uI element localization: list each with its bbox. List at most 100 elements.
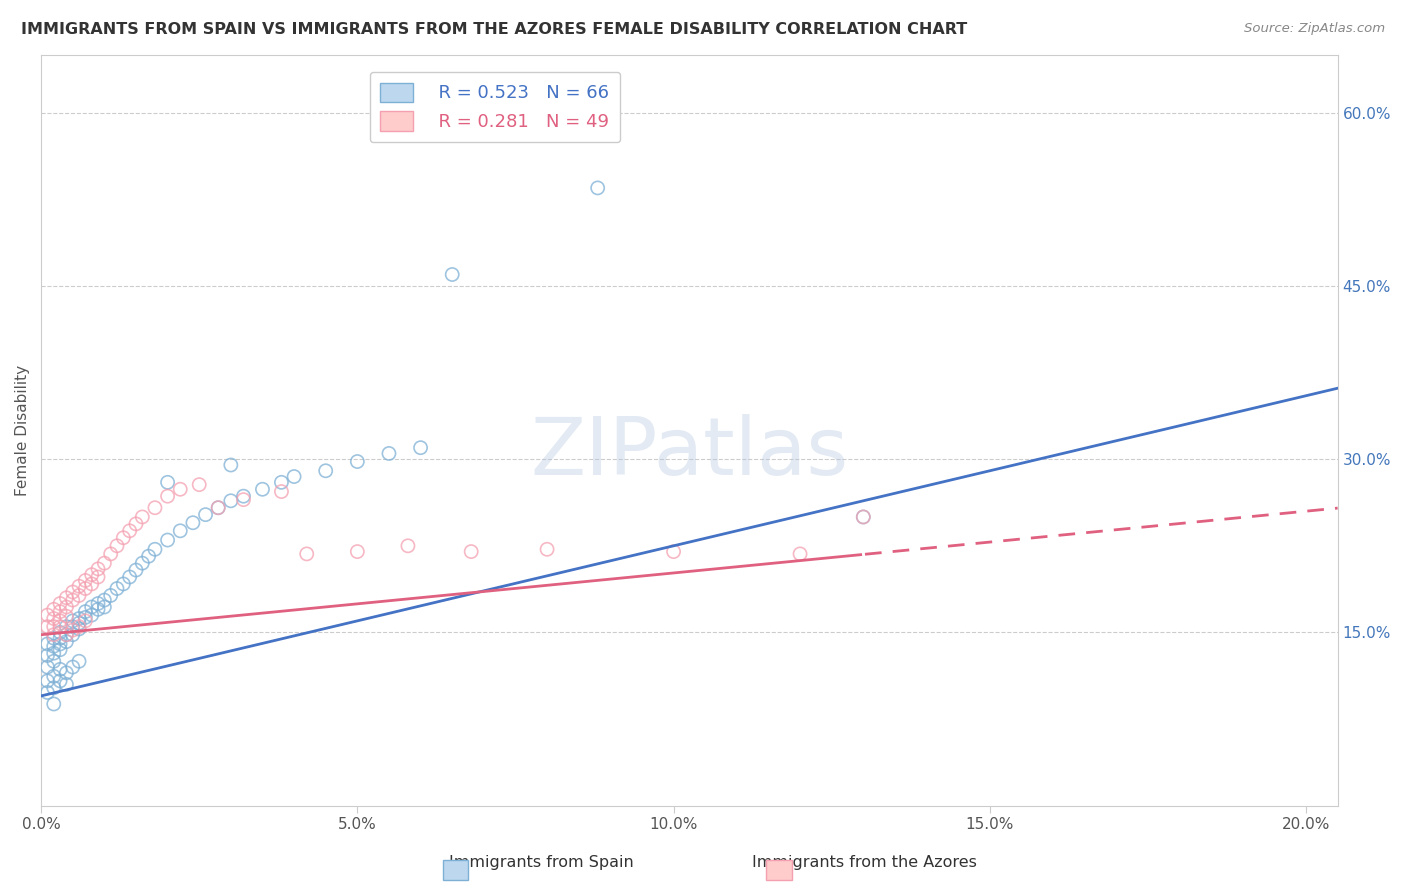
Point [49, 631, 72, 645]
Point [42, 640, 65, 654]
Point [270, 475, 292, 490]
Point [55, 609, 77, 624]
Point [112, 531, 135, 545]
Point [169, 482, 191, 496]
Point [346, 454, 368, 468]
Point [42, 602, 65, 616]
Point [852, 510, 875, 524]
Point [789, 547, 811, 561]
Point [62, 620, 84, 634]
Point [219, 493, 242, 508]
Point [536, 542, 558, 557]
Point [49, 673, 72, 688]
Point [42, 681, 65, 695]
Point [87, 602, 110, 616]
Text: Immigrants from Spain: Immigrants from Spain [449, 855, 634, 870]
Point [42, 631, 65, 645]
Text: Immigrants from the Azores: Immigrants from the Azores [752, 855, 977, 870]
Point [852, 510, 875, 524]
Point [75, 610, 97, 624]
Point [169, 524, 191, 538]
Point [42, 628, 65, 642]
Point [37, 685, 59, 699]
Point [62, 660, 84, 674]
Point [62, 614, 84, 628]
Point [42, 646, 65, 660]
Point [55, 628, 77, 642]
Point [460, 544, 482, 558]
Point [194, 508, 217, 522]
Point [87, 570, 110, 584]
Point [156, 475, 179, 490]
Point [93, 600, 115, 615]
Point [42, 611, 65, 625]
Point [409, 441, 432, 455]
Point [49, 620, 72, 634]
Point [80, 567, 103, 582]
Text: Source: ZipAtlas.com: Source: ZipAtlas.com [1244, 22, 1385, 36]
Point [67, 654, 90, 668]
Point [67, 611, 90, 625]
Point [100, 547, 122, 561]
Point [49, 614, 72, 628]
Point [37, 637, 59, 651]
Point [143, 500, 166, 515]
Point [37, 620, 59, 634]
Point [105, 582, 128, 596]
Point [37, 673, 59, 688]
Point [181, 516, 204, 530]
Point [42, 620, 65, 634]
Point [75, 574, 97, 588]
Point [67, 620, 90, 634]
Point [396, 539, 419, 553]
Point [87, 597, 110, 611]
Point [42, 654, 65, 668]
Point [67, 616, 90, 631]
Point [42, 697, 65, 711]
Legend:   R = 0.523   N = 66,   R = 0.281   N = 49: R = 0.523 N = 66, R = 0.281 N = 49 [370, 71, 620, 142]
Point [55, 620, 77, 634]
Point [42, 669, 65, 683]
Point [125, 563, 148, 577]
Point [37, 608, 59, 623]
Text: IMMIGRANTS FROM SPAIN VS IMMIGRANTS FROM THE AZORES FEMALE DISABILITY CORRELATIO: IMMIGRANTS FROM SPAIN VS IMMIGRANTS FROM… [21, 22, 967, 37]
Point [67, 579, 90, 593]
Point [75, 614, 97, 628]
Point [207, 500, 229, 515]
Point [67, 589, 90, 603]
Point [118, 524, 141, 538]
Point [55, 600, 77, 615]
Point [143, 542, 166, 557]
Point [55, 665, 77, 680]
Point [100, 589, 122, 603]
Point [80, 577, 103, 591]
Point [62, 623, 84, 637]
Point [586, 181, 609, 195]
Point [315, 464, 337, 478]
Point [131, 556, 153, 570]
Point [55, 677, 77, 691]
Point [62, 628, 84, 642]
Text: ZIPatlas: ZIPatlas [530, 414, 848, 491]
Point [80, 600, 103, 615]
Point [252, 482, 274, 496]
Point [270, 484, 292, 499]
Point [131, 510, 153, 524]
Point [93, 556, 115, 570]
Point [49, 642, 72, 657]
Point [49, 625, 72, 640]
Point [378, 446, 401, 460]
Y-axis label: Female Disability: Female Disability [15, 365, 30, 496]
Point [49, 597, 72, 611]
Point [93, 593, 115, 607]
Point [62, 585, 84, 599]
Point [62, 593, 84, 607]
Point [55, 634, 77, 648]
Point [75, 582, 97, 596]
Point [37, 660, 59, 674]
Point [232, 489, 254, 503]
Point [49, 637, 72, 651]
Point [112, 577, 135, 591]
Point [295, 547, 318, 561]
Point [105, 539, 128, 553]
